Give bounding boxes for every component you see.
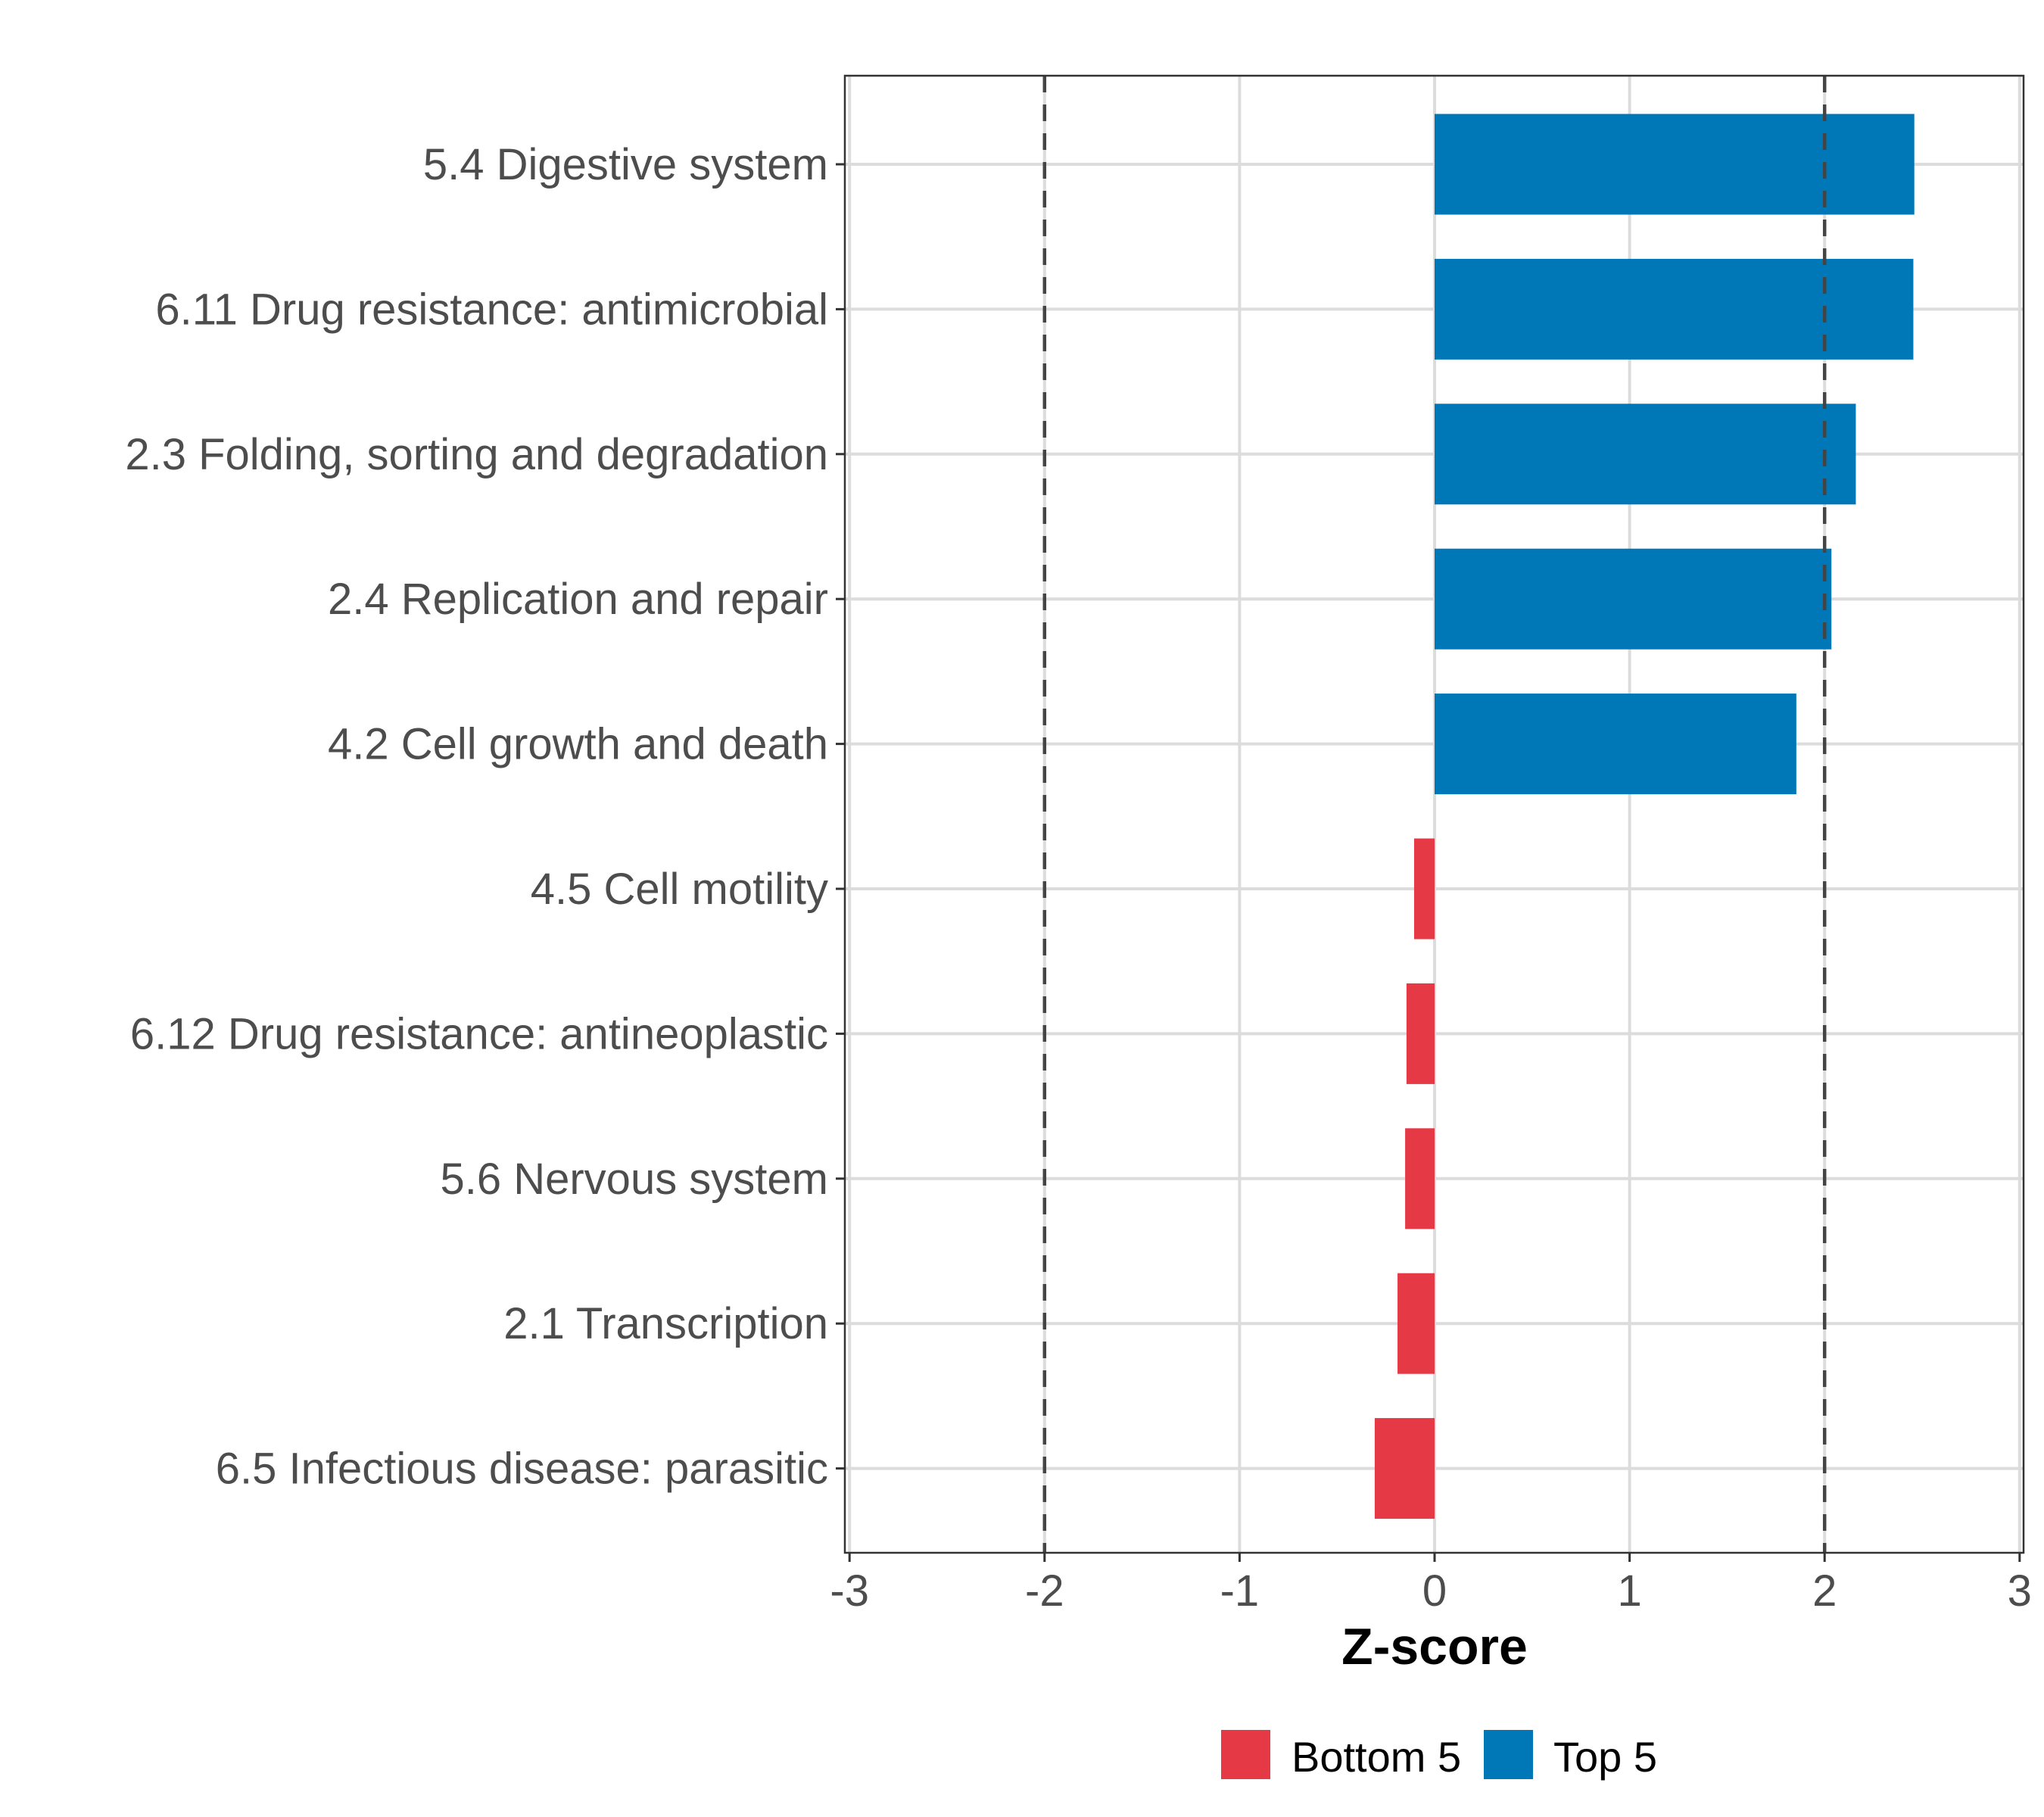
reference-lines <box>1042 76 1827 1553</box>
bar-bottom5 <box>1405 1128 1435 1230</box>
x-axis-title: Z-score <box>1341 1618 1528 1675</box>
y-tick-label: 6.12 Drug resistance: antineoplastic <box>130 1009 828 1058</box>
x-tick-label: 2 <box>1812 1566 1837 1616</box>
y-tick-label: 4.2 Cell growth and death <box>328 720 828 769</box>
y-tick-label: 2.4 Replication and repair <box>328 575 828 624</box>
bar-top5 <box>1435 114 1915 215</box>
bar-bottom5 <box>1406 983 1435 1084</box>
y-tick-label: 5.6 Nervous system <box>440 1155 828 1204</box>
y-axis: 5.4 Digestive system 6.11 Drug resistance… <box>125 140 845 1494</box>
bar-top5 <box>1435 693 1796 795</box>
bar-bottom5 <box>1413 838 1435 940</box>
y-tick-label: 2.3 Folding, sorting and degradation <box>125 430 828 479</box>
x-tick-label: -1 <box>1220 1566 1260 1616</box>
bar-bottom5 <box>1374 1418 1435 1519</box>
legend-swatch-bottom5 <box>1221 1730 1270 1779</box>
legend-label-top5: Top 5 <box>1553 1733 1657 1781</box>
legend-swatch-top5 <box>1484 1730 1533 1779</box>
y-tick-label: 6.11 Drug resistance: antimicrobial <box>155 285 828 334</box>
legend-label-bottom5: Bottom 5 <box>1292 1733 1461 1781</box>
bar-bottom5 <box>1397 1273 1435 1374</box>
x-tick-label: 1 <box>1617 1566 1641 1616</box>
y-tick-label: 4.5 Cell motility <box>531 865 828 914</box>
bar-top5 <box>1435 404 1856 505</box>
x-tick-label: -3 <box>830 1566 869 1616</box>
y-tick-label: 2.1 Transcription <box>503 1299 828 1348</box>
y-tick-label: 6.5 Infectious disease: parasitic <box>216 1445 828 1494</box>
bar-top5 <box>1435 548 1832 650</box>
y-tick-label: 5.4 Digestive system <box>423 140 828 189</box>
bar-top5 <box>1435 258 1914 360</box>
x-axis: -3 -2 -1 0 1 2 3 <box>830 1553 2032 1616</box>
bars <box>1374 114 1915 1519</box>
x-tick-label: 0 <box>1422 1566 1447 1616</box>
legend: Bottom 5 Top 5 <box>1221 1730 1657 1781</box>
x-tick-label: 3 <box>2008 1566 2032 1616</box>
x-tick-label: -2 <box>1025 1566 1064 1616</box>
